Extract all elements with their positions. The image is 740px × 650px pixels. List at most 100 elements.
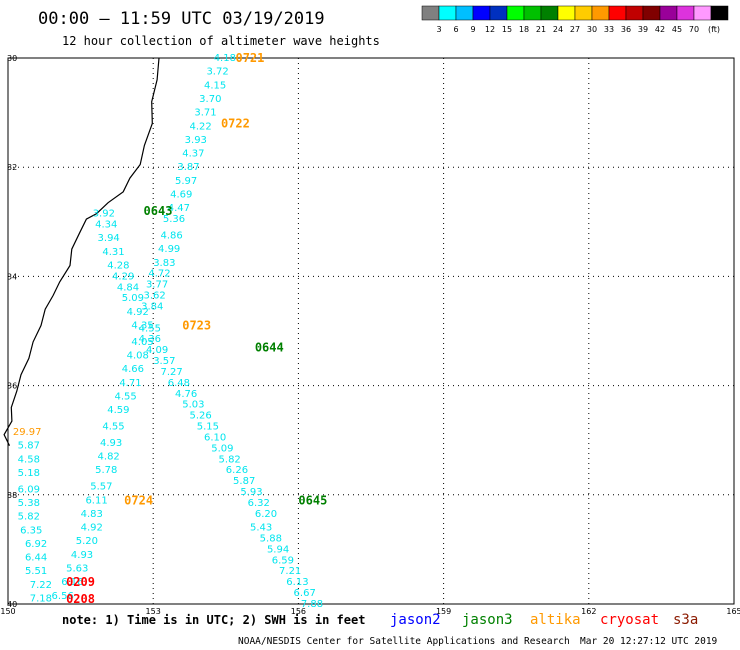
generation-timestamp: Mar 20 12:27:12 UTC 2019 [580, 636, 718, 647]
swh-value: 3.92 [93, 209, 115, 220]
colorbar-swatch [557, 5, 576, 21]
map-frame [7, 57, 735, 605]
colorbar-swatch [710, 5, 729, 21]
swh-value: 4.83 [81, 509, 103, 520]
colorbar-swatch [472, 5, 491, 21]
swh-value: 5.38 [18, 498, 40, 509]
lat-tick-label: 32 [7, 163, 17, 172]
swh-value: 4.34 [95, 220, 117, 231]
swh-value: 6.48 [168, 378, 190, 389]
swh-value: 3.71 [194, 108, 216, 119]
swh-value: 6.92 [25, 539, 47, 550]
swh-value: 4.72 [148, 269, 170, 280]
swh-value: 4.08 [127, 351, 149, 362]
colorbar-tick-label: 24 [553, 25, 563, 34]
lon-tick-label: 150 [0, 607, 15, 616]
swh-value: 5.57 [90, 482, 112, 493]
swh-value: 29.97 [13, 427, 42, 438]
swh-value: 6.16 [61, 577, 83, 588]
legend-altika: altika [530, 612, 581, 628]
swh-value: 4.29 [112, 271, 134, 282]
swh-value: 5.94 [267, 544, 289, 555]
swh-value: 4.47 [168, 203, 190, 214]
swh-value: 4.84 [117, 282, 139, 293]
swh-value: 3.87 [177, 162, 199, 173]
swh-value: 5.15 [197, 422, 219, 433]
swh-value: 4.36 [139, 334, 161, 345]
pass-label: 0209 [66, 575, 95, 589]
colorbar-tick-label: 9 [470, 25, 475, 34]
swh-value: 5.51 [25, 566, 47, 577]
swh-value: 5.78 [95, 465, 117, 476]
swh-value: 7.88 [301, 599, 323, 610]
swh-value: 4.76 [175, 389, 197, 400]
pass-label: 0722 [221, 117, 250, 131]
colorbar-tick-label: 39 [638, 25, 648, 34]
lat-tick-label: 40 [7, 600, 17, 609]
swh-value: 5.36 [163, 214, 185, 225]
pass-label: 0724 [124, 493, 153, 507]
swh-value: 6.26 [226, 465, 248, 476]
colorbar-swatch [642, 5, 661, 21]
swh-value: 6.56 [52, 591, 74, 602]
lon-tick-label: 159 [436, 607, 451, 616]
lat-tick-label: 36 [7, 382, 17, 391]
swh-value: 6.20 [255, 509, 277, 520]
swh-value: 3.94 [98, 233, 120, 244]
swh-value: 5.63 [66, 564, 88, 575]
colorbar-tick-label: 70 [689, 25, 699, 34]
swh-value: 5.43 [250, 523, 272, 534]
coastline [3, 57, 160, 446]
pass-label: 0645 [298, 493, 327, 507]
colorbar-tick-label: 12 [485, 25, 495, 34]
legend-jason2: jason2 [390, 612, 441, 628]
pass-label: 0644 [255, 340, 284, 354]
colorbar-tick-label: 27 [570, 25, 580, 34]
colorbar-tick-label: 18 [519, 25, 529, 34]
swh-value: 6.32 [248, 498, 270, 509]
mission-legend: jason2 jason3 altika cryosat s3a [390, 612, 698, 628]
lon-tick-label: 156 [291, 607, 306, 616]
swh-value: 4.58 [18, 454, 40, 465]
swh-value: 5.20 [76, 536, 98, 547]
swh-value: 6.10 [204, 432, 226, 443]
swh-value: 4.86 [160, 230, 182, 241]
colorbar-tick-label: 6 [453, 25, 458, 34]
swh-value: 4.55 [102, 422, 124, 433]
swh-value: 6.67 [294, 588, 316, 599]
swh-value: 7.21 [279, 566, 301, 577]
colorbar-swatch [455, 5, 474, 21]
swh-value: 5.97 [175, 176, 197, 187]
pass-label: 0723 [182, 319, 211, 333]
pass-labels: 0721 0722 0643 0723 0644 0724 0645 0209 0208 [66, 51, 327, 606]
swh-value: 4.28 [107, 260, 129, 271]
swh-value: 5.18 [18, 468, 40, 479]
swh-value: 4.35 [131, 321, 153, 332]
legend-jason3: jason3 [462, 612, 513, 628]
swh-value: 4.05 [131, 337, 153, 348]
swh-value: 5.82 [18, 512, 40, 523]
swh-value: 3.62 [144, 291, 166, 302]
units-note: note: 1) Time is in UTC; 2) SWH is in fe… [62, 613, 365, 627]
lon-tick-label: 165 [726, 607, 740, 616]
colorbar-tick-label: 33 [604, 25, 614, 34]
swh-value: 5.03 [182, 400, 204, 411]
swh-value: 4.93 [71, 550, 93, 561]
swh-value: 3.77 [146, 280, 168, 291]
swh-value: 5.09 [211, 443, 233, 454]
swh-value: 4.18 [214, 53, 236, 64]
swh-value: 5.93 [240, 487, 262, 498]
colorbar-tick-label: 3 [436, 25, 441, 34]
colorbar-swatch [608, 5, 627, 21]
swh-value: 6.13 [286, 577, 308, 588]
swh-value: 3.84 [141, 301, 163, 312]
lat-tick-label: 30 [7, 54, 17, 63]
swh-value: 6.44 [25, 553, 47, 564]
map-title: 00:00 – 11:59 UTC 03/19/2019 [38, 9, 325, 29]
swh-value: 5.26 [190, 411, 212, 422]
graticule-grid [8, 58, 734, 604]
legend-cryosat: cryosat [600, 612, 659, 628]
swh-value: 4.99 [158, 244, 180, 255]
swh-value: 4.92 [127, 307, 149, 318]
